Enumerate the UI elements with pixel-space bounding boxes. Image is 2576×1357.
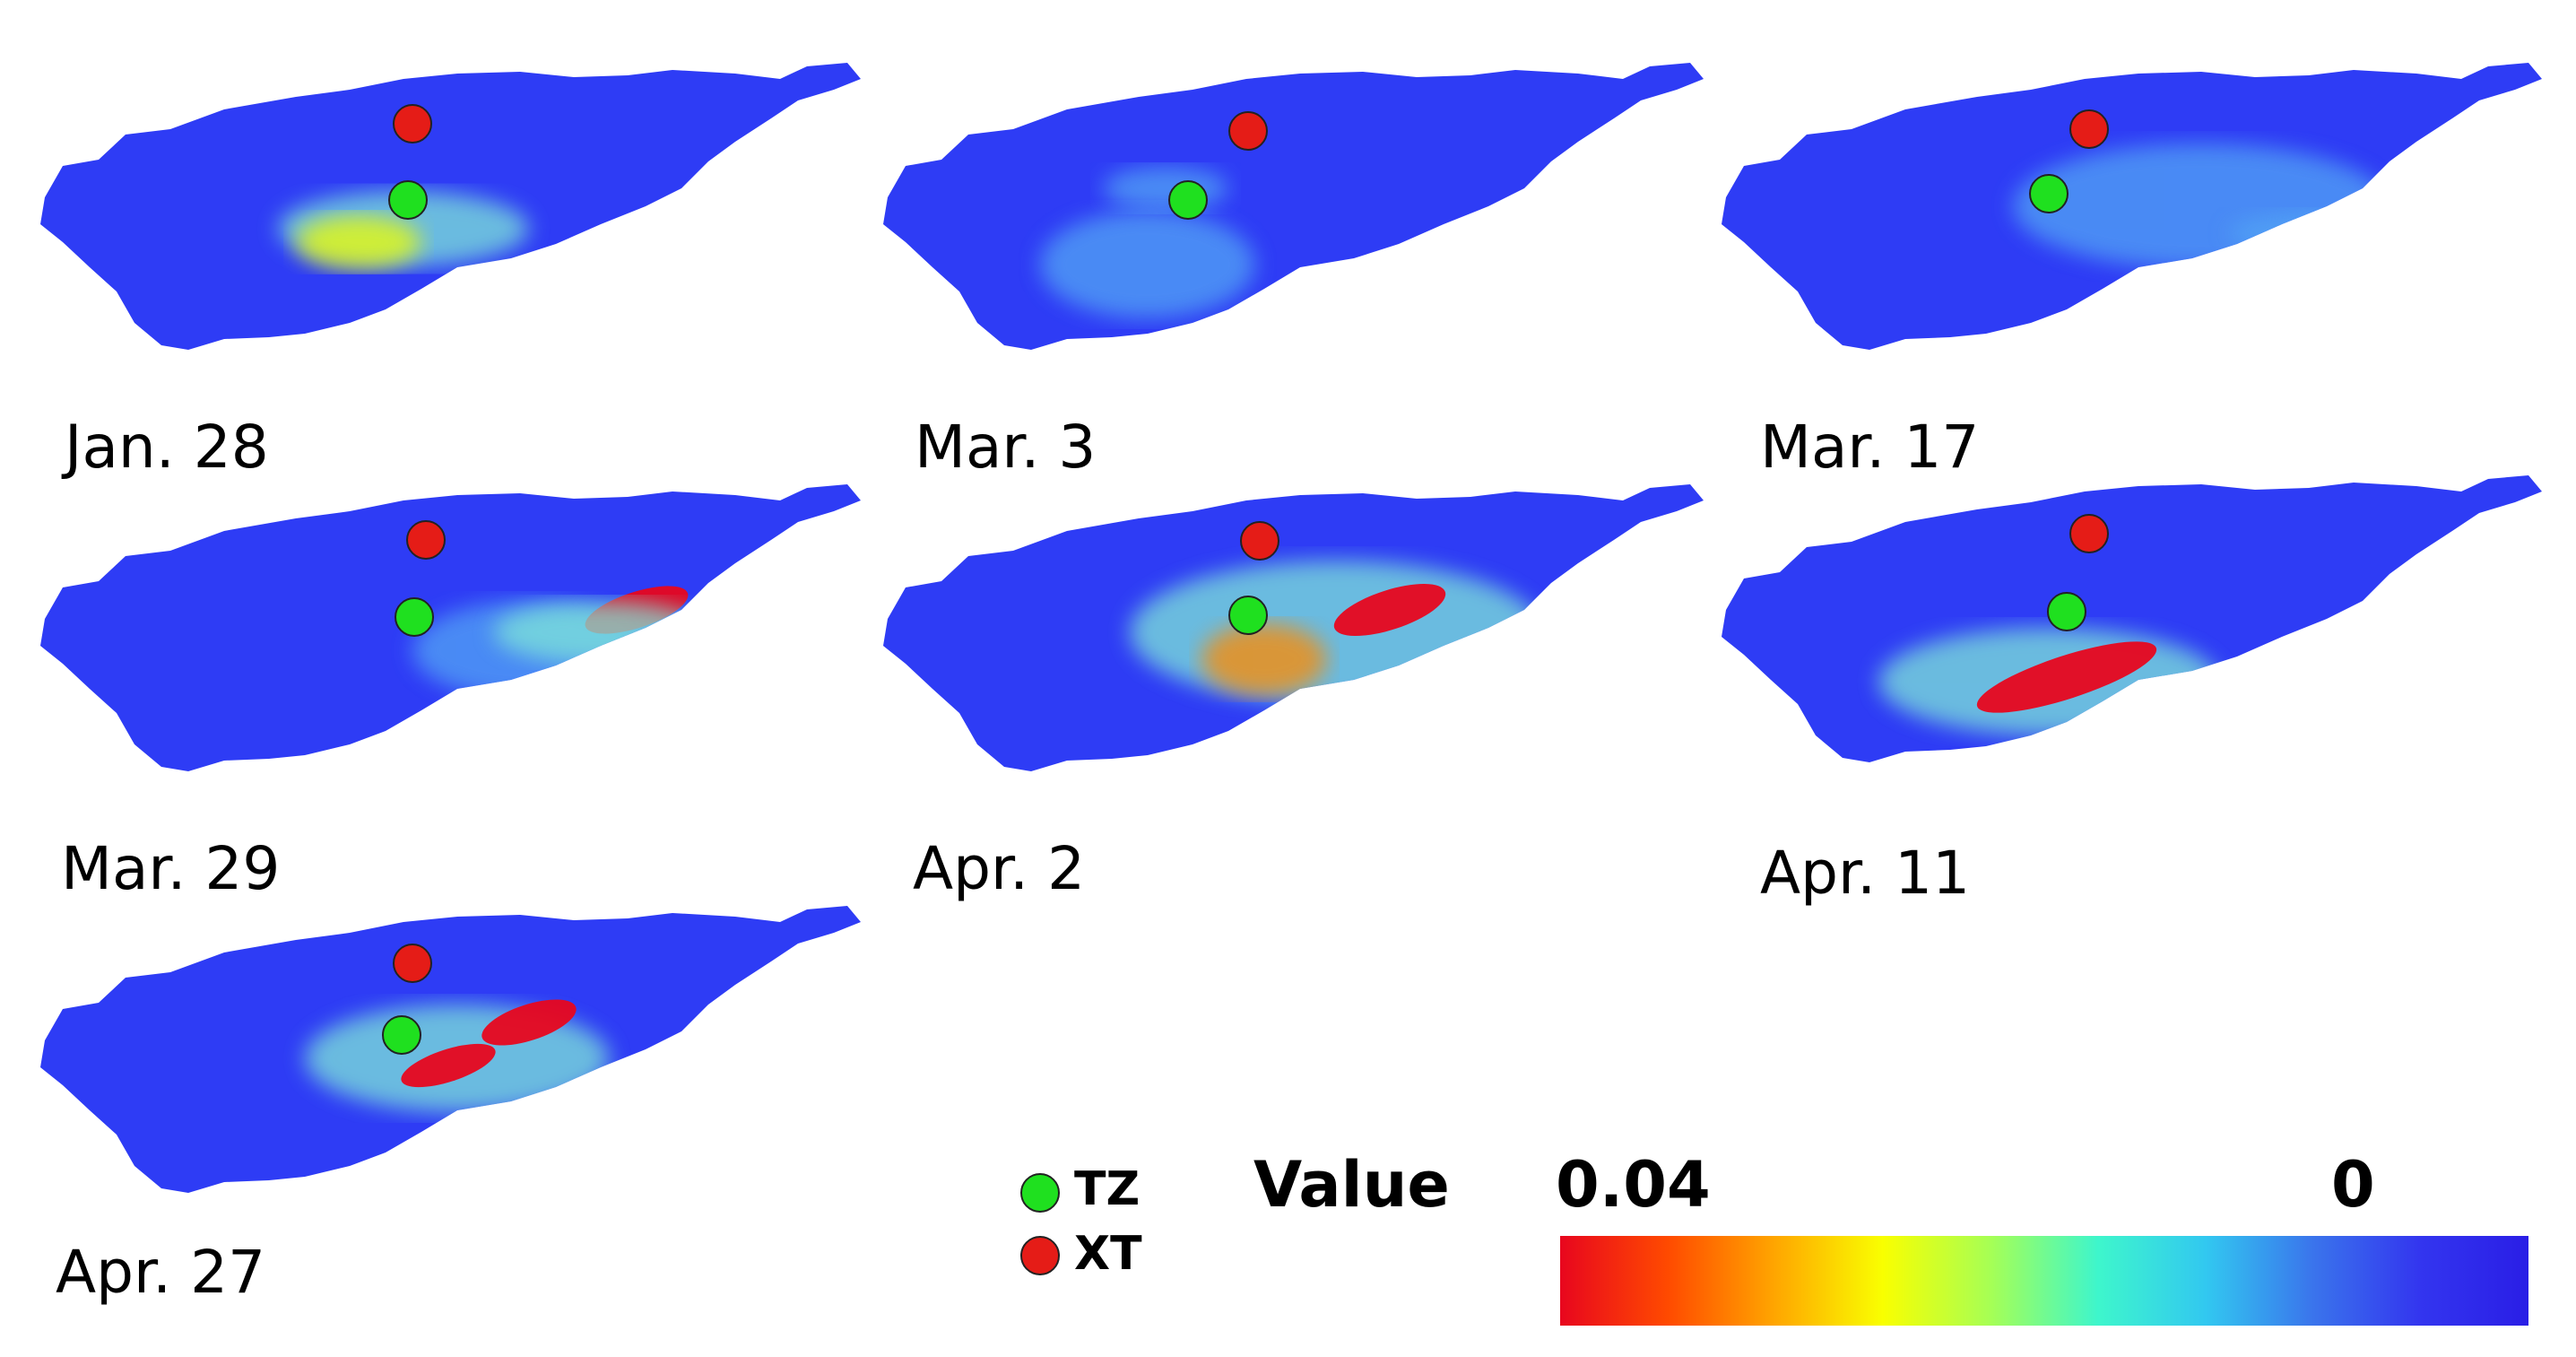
date-label-apr-11: Apr. 11: [1760, 839, 1971, 908]
map-mar-29: [40, 484, 861, 771]
value-colorbar: [1560, 1236, 2528, 1326]
date-label-mar-17: Mar. 17: [1760, 413, 1980, 482]
tz-station-marker: [1228, 596, 1268, 635]
value-hotspot: [1040, 211, 1255, 318]
map-panel-apr-2: Apr. 2: [870, 475, 1713, 903]
xt-station-marker: [1240, 521, 1279, 561]
tz-station-marker: [2047, 592, 2086, 631]
date-label-apr-27: Apr. 27: [56, 1238, 266, 1307]
colorbar-min-label: 0: [2331, 1148, 2375, 1222]
map-panel-jan-28: Jan. 28: [27, 54, 870, 482]
xt-marker-icon: [1020, 1236, 1060, 1275]
xt-station-marker: [406, 520, 446, 560]
value-hotspot: [481, 999, 577, 1046]
tz-legend-label: TZ: [1074, 1162, 1141, 1216]
date-label-mar-3: Mar. 3: [915, 413, 1097, 482]
tz-station-marker: [2029, 174, 2069, 213]
xt-legend-label: XT: [1074, 1227, 1142, 1281]
map-apr-27: [40, 906, 861, 1193]
map-panel-mar-17: Mar. 17: [1708, 54, 2551, 482]
value-hotspot: [401, 1043, 496, 1088]
tz-station-marker: [382, 1015, 421, 1055]
date-label-apr-2: Apr. 2: [913, 834, 1086, 903]
xt-station-marker: [1228, 111, 1268, 151]
colorbar-max-label: 0.04: [1556, 1148, 1711, 1222]
xt-station-marker: [2069, 109, 2109, 149]
date-label-mar-29: Mar. 29: [61, 834, 281, 903]
map-mar-17: [1722, 63, 2542, 350]
map-panel-apr-11: Apr. 11: [1708, 466, 2551, 908]
tz-marker-icon: [1020, 1173, 1060, 1213]
xt-station-marker: [393, 944, 432, 983]
basin-region: [883, 63, 1704, 350]
date-label-jan-28: Jan. 28: [65, 413, 269, 482]
value-legend-title: Value: [1253, 1148, 1450, 1222]
xt-station-marker: [393, 104, 432, 144]
value-hotspot: [1130, 561, 1542, 704]
map-apr-11: [1722, 475, 2542, 762]
map-panel-apr-27: Apr. 27: [27, 897, 870, 1307]
map-jan-28: [40, 63, 861, 350]
map-apr-2: [883, 484, 1704, 771]
value-hotspot: [2013, 144, 2390, 269]
value-hotspot: [2228, 212, 2443, 255]
value-hotspot: [493, 601, 708, 664]
value-hotspot: [1103, 167, 1228, 210]
map-mar-3: [883, 63, 1704, 350]
value-hotspot: [1333, 583, 1446, 637]
basin-region: [1722, 475, 2542, 762]
tz-station-marker: [1168, 180, 1208, 220]
xt-station-marker: [2069, 514, 2109, 553]
value-hotspot: [1976, 641, 2157, 713]
value-hotspot: [296, 215, 421, 269]
map-panel-mar-29: Mar. 29: [27, 475, 870, 903]
value-hotspot: [1201, 623, 1327, 695]
tz-station-marker: [388, 180, 428, 220]
tz-station-marker: [395, 597, 434, 637]
map-panel-mar-3: Mar. 3: [870, 54, 1713, 482]
